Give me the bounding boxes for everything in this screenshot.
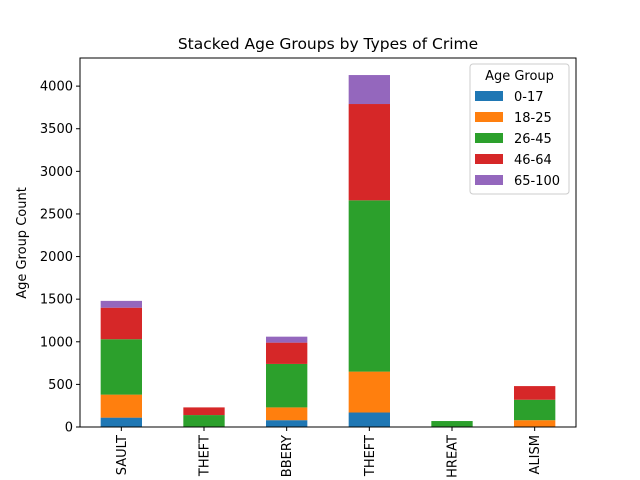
legend-title: Age Group (485, 69, 554, 84)
y-axis-label: Age Group Count (15, 187, 30, 299)
y-tick-label: 1000 (40, 335, 73, 350)
plot-frame (79, 57, 577, 428)
bar-segment-46-64-2 (266, 342, 308, 364)
legend-entry-label: 65-100 (514, 174, 560, 189)
y-tick-label: 3000 (40, 165, 73, 180)
x-tick-label: BBERY (280, 435, 295, 477)
chart-title: Stacked Age Groups by Types of Crime (178, 35, 478, 53)
legend-entry-label: 46-64 (514, 153, 552, 168)
bar-segment-46-64-1 (183, 407, 225, 416)
bar-segment-0-17-2 (266, 420, 308, 427)
x-tick-label: SAULT (115, 435, 130, 475)
bar-segment-18-25-3 (348, 371, 390, 413)
bar-segment-0-17-3 (348, 412, 390, 427)
x-tick-label: HREAT (446, 435, 461, 478)
bar-segment-46-64-3 (348, 104, 390, 201)
bar-segment-65-100-2 (266, 336, 308, 343)
legend-swatch-26-45 (475, 133, 503, 143)
y-tick-label: 4000 (40, 80, 73, 95)
bar-segment-46-64-0 (100, 307, 142, 340)
bar-segment-26-45-1 (183, 415, 225, 427)
y-axis: 0 500 1000 1500 2000 2500 3000 3500 4000 (40, 80, 80, 436)
bar-segment-18-25-2 (266, 407, 308, 421)
legend-swatch-18-25 (475, 112, 503, 122)
legend: Age Group 0-17 18-25 26-45 46-64 65-100 (469, 63, 570, 195)
y-tick-label: 500 (48, 378, 73, 393)
bar-segment-65-100-3 (348, 75, 390, 105)
bar-layer (100, 75, 556, 427)
legend-entry-label: 0-17 (514, 90, 544, 105)
legend-entry-label: 18-25 (514, 111, 552, 126)
x-tick-label: THEFT (198, 435, 213, 477)
y-tick-label: 2000 (40, 250, 73, 265)
bar-segment-65-100-0 (100, 300, 142, 308)
bar-segment-18-25-5 (514, 420, 556, 427)
bar-segment-26-45-5 (514, 399, 556, 421)
bar-segment-26-45-4 (431, 421, 473, 427)
legend-swatch-0-17 (475, 91, 503, 101)
bar-segment-26-45-0 (100, 339, 142, 395)
y-tick-label: 3500 (40, 122, 73, 137)
y-tick-label: 0 (65, 421, 73, 436)
y-tick-label: 1500 (40, 293, 73, 308)
x-axis: SAULT THEFT BBERY THEFT HREAT ALISM (115, 427, 543, 478)
legend-swatch-65-100 (475, 175, 503, 185)
legend-swatch-46-64 (475, 154, 503, 164)
bar-segment-46-64-5 (514, 386, 556, 400)
x-tick-label: ALISM (528, 435, 543, 474)
y-tick-label: 2500 (40, 207, 73, 222)
x-tick-label: THEFT (363, 435, 378, 477)
bar-segment-26-45-3 (348, 200, 390, 372)
bar-segment-18-25-0 (100, 394, 142, 418)
legend-entry-label: 26-45 (514, 132, 552, 147)
bar-segment-0-17-0 (100, 417, 142, 427)
bar-segment-26-45-2 (266, 363, 308, 408)
